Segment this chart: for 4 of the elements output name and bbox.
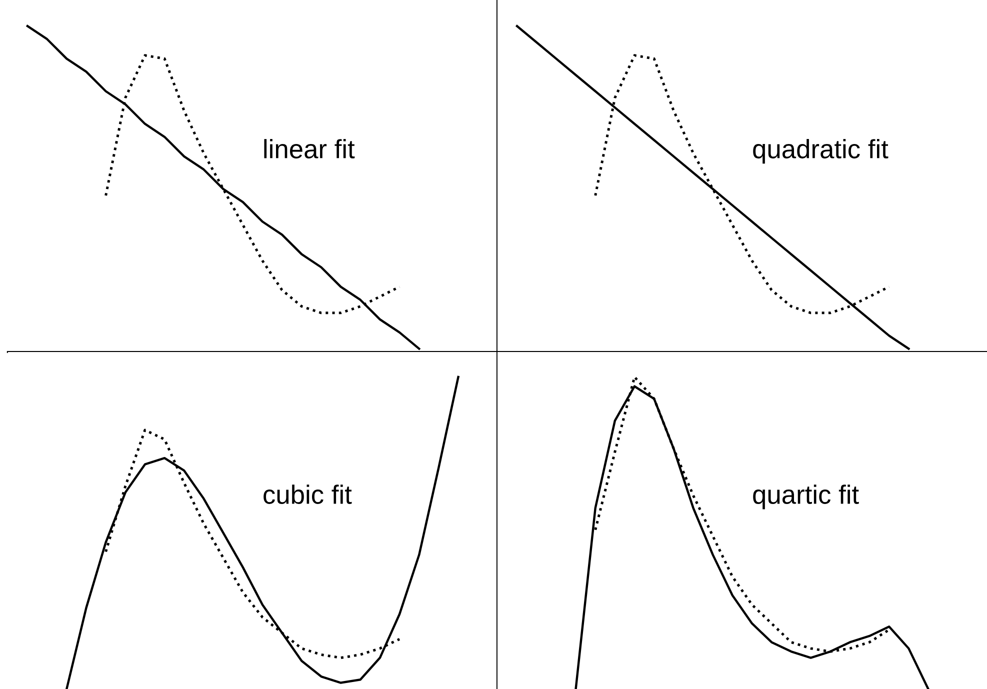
annotation: quadratic fit — [753, 139, 888, 164]
annotation: quartic fit — [753, 484, 859, 510]
annotation: cubic fit — [264, 484, 352, 504]
annotation: linear fit — [264, 139, 355, 158]
